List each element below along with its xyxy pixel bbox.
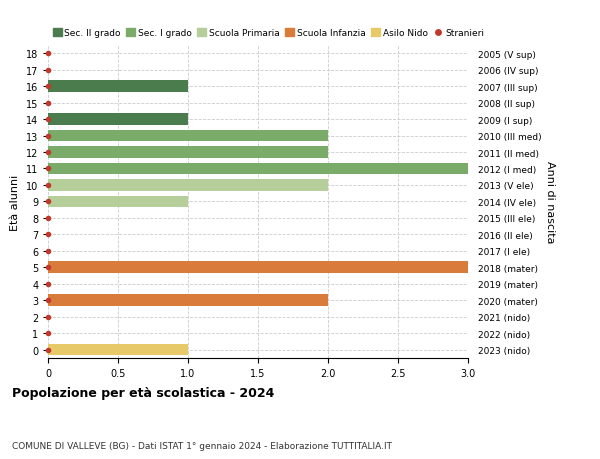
Bar bbox=[48, 147, 328, 158]
Y-axis label: Età alunni: Età alunni bbox=[10, 174, 20, 230]
Bar bbox=[48, 295, 328, 306]
Legend: Sec. II grado, Sec. I grado, Scuola Primaria, Scuola Infanzia, Asilo Nido, Stran: Sec. II grado, Sec. I grado, Scuola Prim… bbox=[53, 29, 484, 38]
Text: Popolazione per età scolastica - 2024: Popolazione per età scolastica - 2024 bbox=[12, 386, 274, 399]
Text: COMUNE DI VALLEVE (BG) - Dati ISTAT 1° gennaio 2024 - Elaborazione TUTTITALIA.IT: COMUNE DI VALLEVE (BG) - Dati ISTAT 1° g… bbox=[12, 441, 392, 450]
Bar bbox=[48, 196, 188, 208]
Bar bbox=[48, 114, 188, 126]
Y-axis label: Anni di nascita: Anni di nascita bbox=[545, 161, 555, 243]
Bar bbox=[48, 163, 468, 175]
Bar bbox=[48, 344, 188, 356]
Bar bbox=[48, 262, 468, 274]
Bar bbox=[48, 180, 328, 191]
Bar bbox=[48, 130, 328, 142]
Bar bbox=[48, 81, 188, 93]
